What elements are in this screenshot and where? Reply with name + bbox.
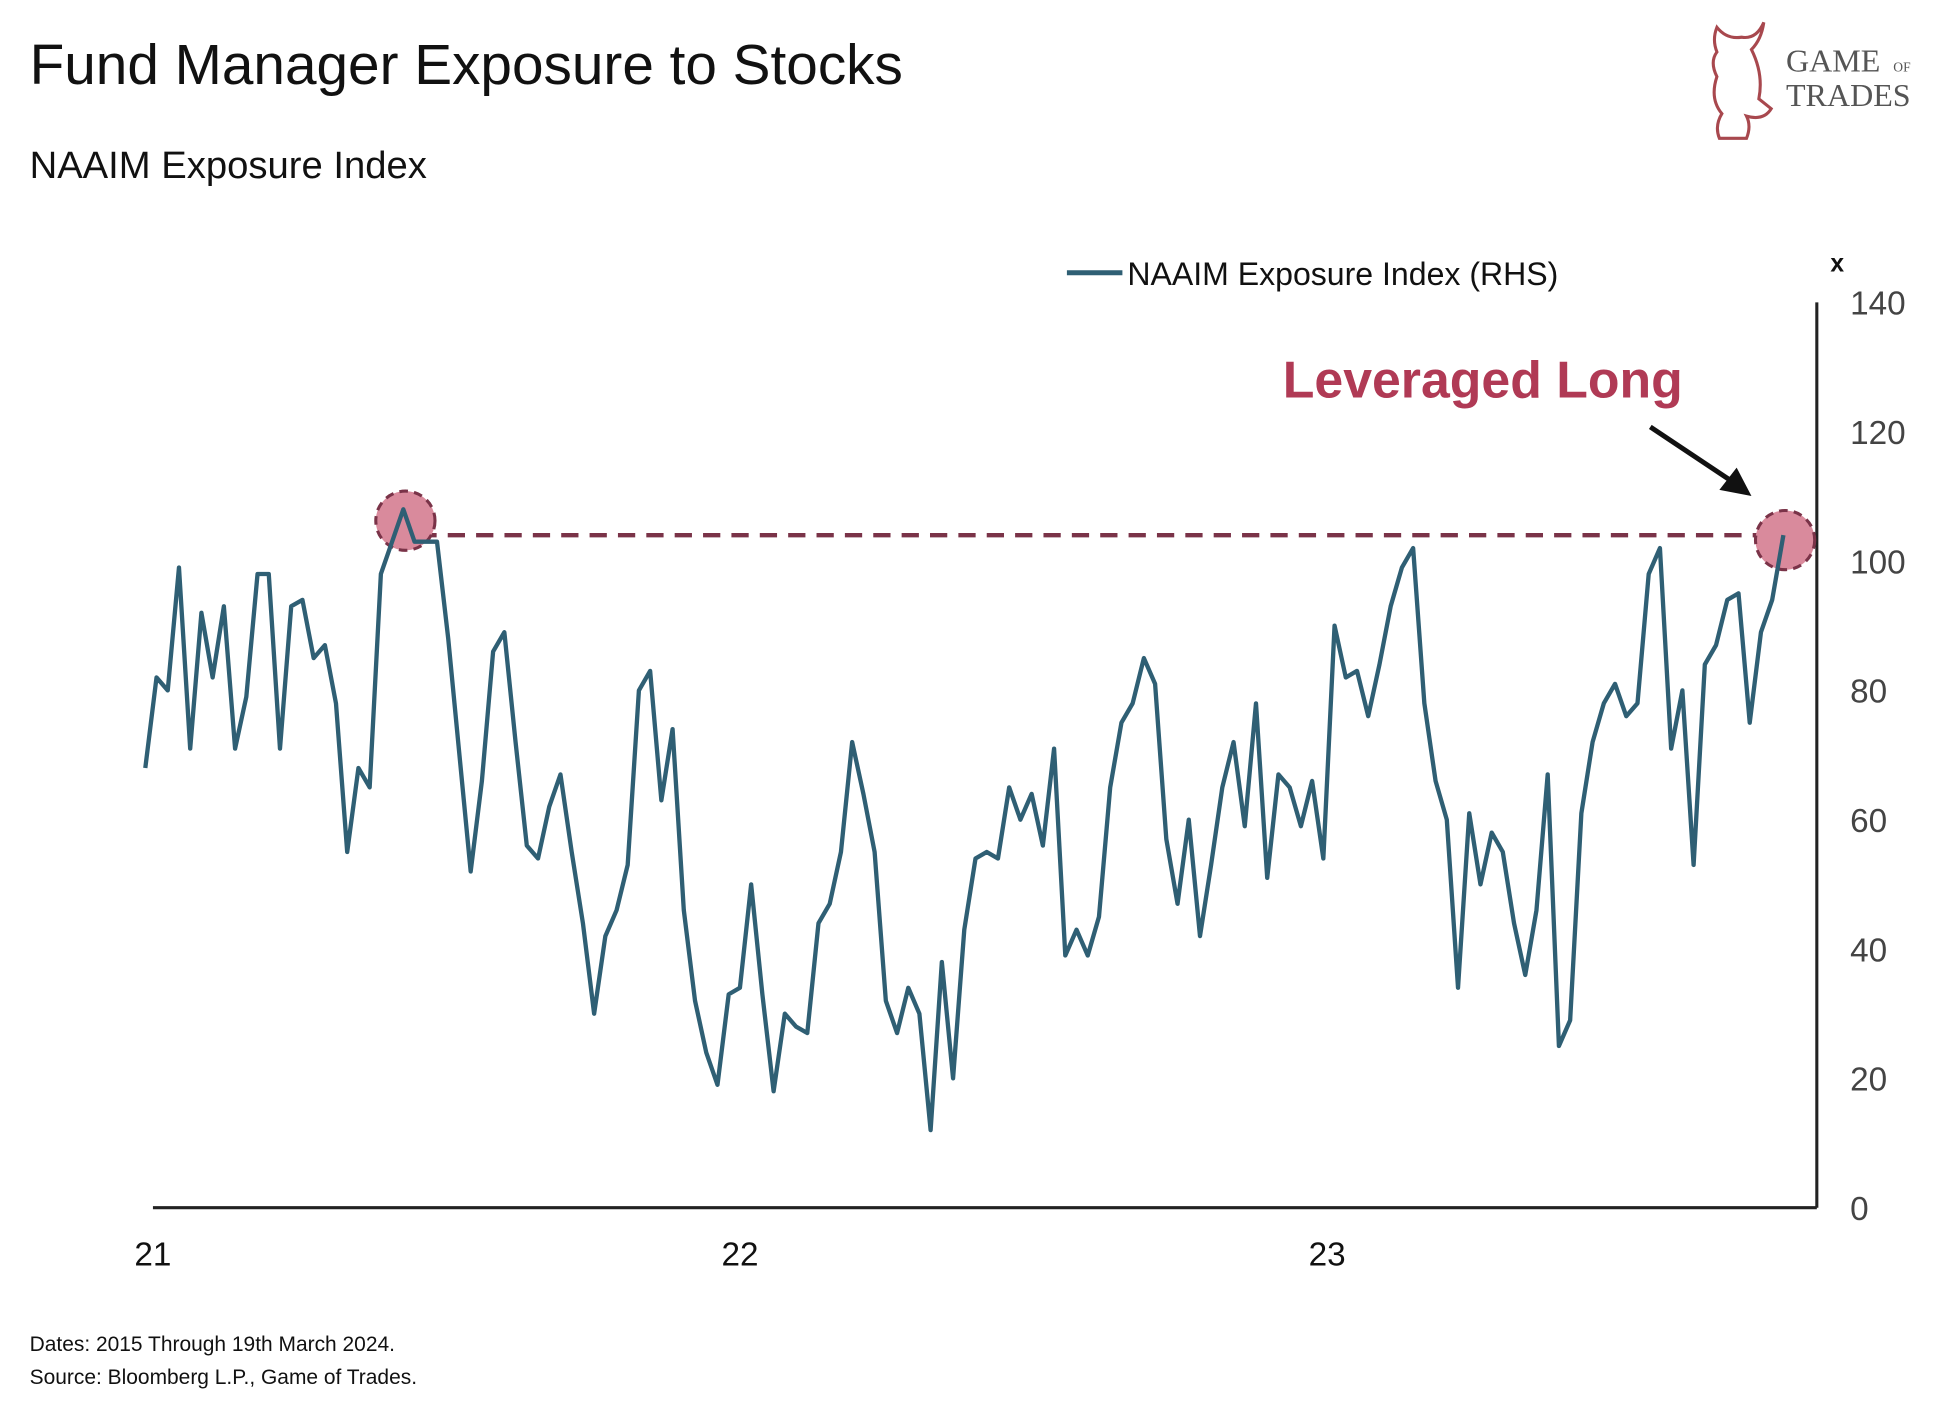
footer-dates: Dates: 2015 Through 19th March 2024. bbox=[30, 1333, 395, 1356]
y-tick-label: 80 bbox=[1850, 674, 1887, 711]
annotation-leveraged-long: Leveraged Long bbox=[1283, 350, 1683, 408]
y-tick-label: 60 bbox=[1850, 803, 1887, 840]
y-tick-label: 0 bbox=[1850, 1191, 1869, 1228]
y-tick-label: 120 bbox=[1850, 415, 1906, 452]
knight-bull-icon bbox=[1711, 21, 1774, 140]
logo-line2: TRADES bbox=[1786, 77, 1911, 113]
y-tick-label: 20 bbox=[1850, 1062, 1887, 1099]
y-tick-label: 140 bbox=[1850, 286, 1906, 323]
annotation-arrow bbox=[1648, 424, 1734, 484]
footer-source: Source: Bloomberg L.P., Game of Trades. bbox=[30, 1366, 417, 1389]
x-tick-label: 23 bbox=[1309, 1237, 1346, 1274]
y-tick-label: 40 bbox=[1850, 932, 1887, 969]
legend-label: NAAIM Exposure Index (RHS) bbox=[1127, 256, 1558, 292]
logo-line1: GAME bbox=[1786, 43, 1880, 79]
y-tick-label: 100 bbox=[1850, 544, 1906, 581]
axis-corner-label: x bbox=[1830, 251, 1844, 278]
game-of-trades-logo: GAME OF TRADES bbox=[1711, 21, 1911, 140]
series-line-naaim bbox=[143, 507, 1786, 1133]
chart-subtitle: NAAIM Exposure Index bbox=[30, 144, 427, 187]
arrow-head-icon bbox=[1719, 467, 1752, 497]
highlight-circle bbox=[1753, 508, 1817, 572]
x-tick-label: 22 bbox=[722, 1237, 759, 1274]
x-tick-label: 21 bbox=[134, 1237, 171, 1274]
chart-title: Fund Manager Exposure to Stocks bbox=[30, 34, 903, 97]
logo-of: OF bbox=[1893, 60, 1911, 75]
